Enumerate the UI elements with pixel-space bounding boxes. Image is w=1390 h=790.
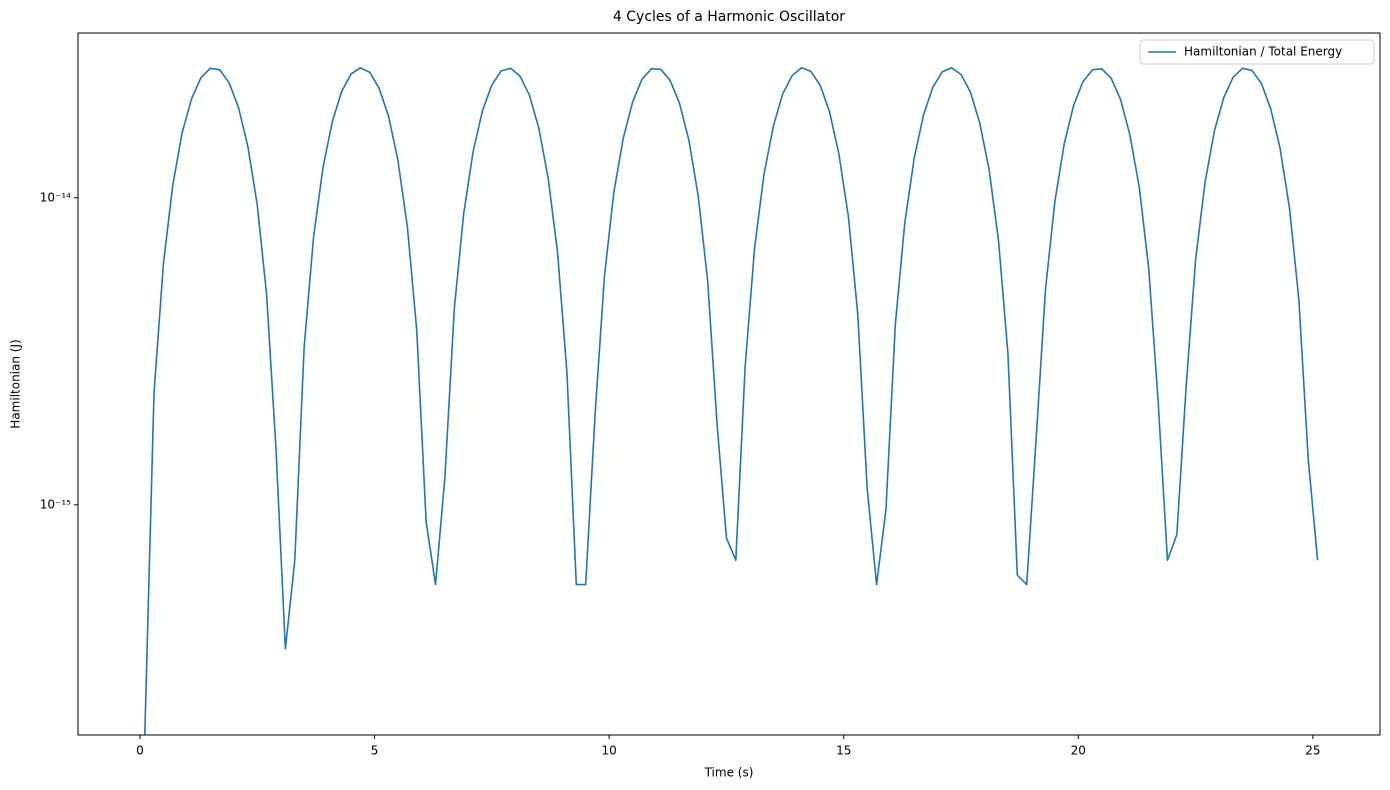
axes-frame: [77, 32, 1381, 736]
x-axis-label: Time (s): [704, 766, 754, 780]
x-tick-label: 15: [836, 744, 851, 758]
y-tick-label: 10⁻¹⁵: [40, 497, 71, 511]
x-tick-label: 20: [1071, 744, 1086, 758]
chart-title: 4 Cycles of a Harmonic Oscillator: [613, 9, 845, 25]
y-tick-label: 10⁻¹⁴: [40, 190, 71, 204]
x-tick-label: 25: [1305, 744, 1320, 758]
x-tick-label: 5: [371, 744, 379, 758]
legend-label: Hamiltonian / Total Energy: [1184, 45, 1342, 59]
x-tick-label: 0: [136, 744, 144, 758]
x-tick-label: 10: [601, 744, 616, 758]
line-series: [143, 66, 1319, 735]
legend-box: [1139, 39, 1375, 65]
plot-area: [143, 66, 1319, 735]
y-axis-label: Hamiltonian (J): [9, 339, 23, 428]
